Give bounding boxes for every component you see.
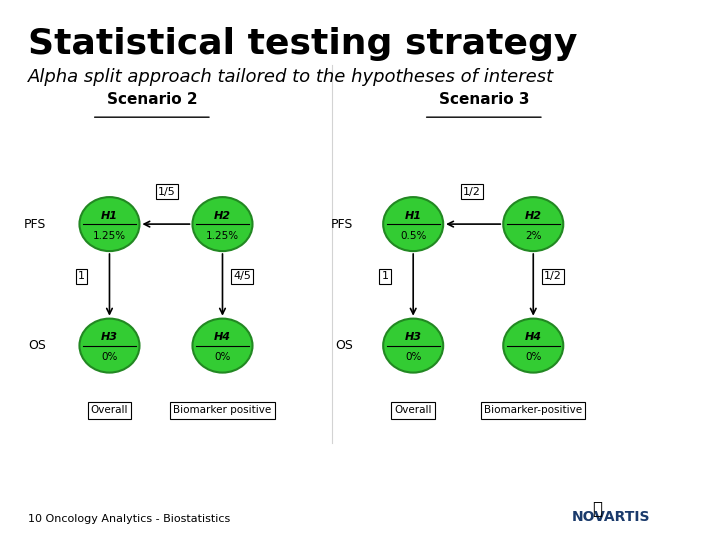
Text: Statistical testing strategy: Statistical testing strategy <box>28 27 577 61</box>
Text: H4: H4 <box>214 333 231 342</box>
Text: Biomarker positive: Biomarker positive <box>174 406 271 415</box>
Text: 0%: 0% <box>525 353 541 362</box>
Text: Scenario 3: Scenario 3 <box>438 92 529 107</box>
Ellipse shape <box>79 319 140 373</box>
Text: H2: H2 <box>214 211 231 221</box>
Text: PFS: PFS <box>330 218 353 231</box>
Text: Alpha split approach tailored to the hypotheses of interest: Alpha split approach tailored to the hyp… <box>28 68 554 85</box>
Text: H4: H4 <box>525 333 541 342</box>
Text: 🔥: 🔥 <box>592 501 602 518</box>
Ellipse shape <box>79 197 140 251</box>
Text: H2: H2 <box>525 211 541 221</box>
Ellipse shape <box>383 319 444 373</box>
Text: H1: H1 <box>101 211 118 221</box>
Ellipse shape <box>383 197 444 251</box>
Text: 0%: 0% <box>215 353 230 362</box>
Text: 0.5%: 0.5% <box>400 231 426 241</box>
Text: 1.25%: 1.25% <box>206 231 239 241</box>
Text: 1/2: 1/2 <box>544 272 562 281</box>
Text: Overall: Overall <box>91 406 128 415</box>
Ellipse shape <box>503 319 563 373</box>
Ellipse shape <box>192 197 253 251</box>
Text: 1: 1 <box>382 272 388 281</box>
Text: 1/2: 1/2 <box>463 187 481 197</box>
Text: 0%: 0% <box>405 353 421 362</box>
Text: 2%: 2% <box>525 231 541 241</box>
Ellipse shape <box>503 197 563 251</box>
Text: 10 Oncology Analytics - Biostatistics: 10 Oncology Analytics - Biostatistics <box>28 514 230 524</box>
Text: Scenario 2: Scenario 2 <box>107 92 197 107</box>
Text: Biomarker-positive: Biomarker-positive <box>484 406 582 415</box>
Text: H1: H1 <box>405 211 422 221</box>
Text: PFS: PFS <box>24 218 46 231</box>
Text: Overall: Overall <box>395 406 432 415</box>
Text: OS: OS <box>28 339 46 352</box>
Text: 1/5: 1/5 <box>158 187 176 197</box>
Text: 1: 1 <box>78 272 85 281</box>
Text: H3: H3 <box>405 333 422 342</box>
Text: 1.25%: 1.25% <box>93 231 126 241</box>
Text: H3: H3 <box>101 333 118 342</box>
Ellipse shape <box>192 319 253 373</box>
Text: 4/5: 4/5 <box>233 272 251 281</box>
Text: 0%: 0% <box>102 353 117 362</box>
Text: OS: OS <box>336 339 353 352</box>
Text: NOVARTIS: NOVARTIS <box>571 510 650 524</box>
